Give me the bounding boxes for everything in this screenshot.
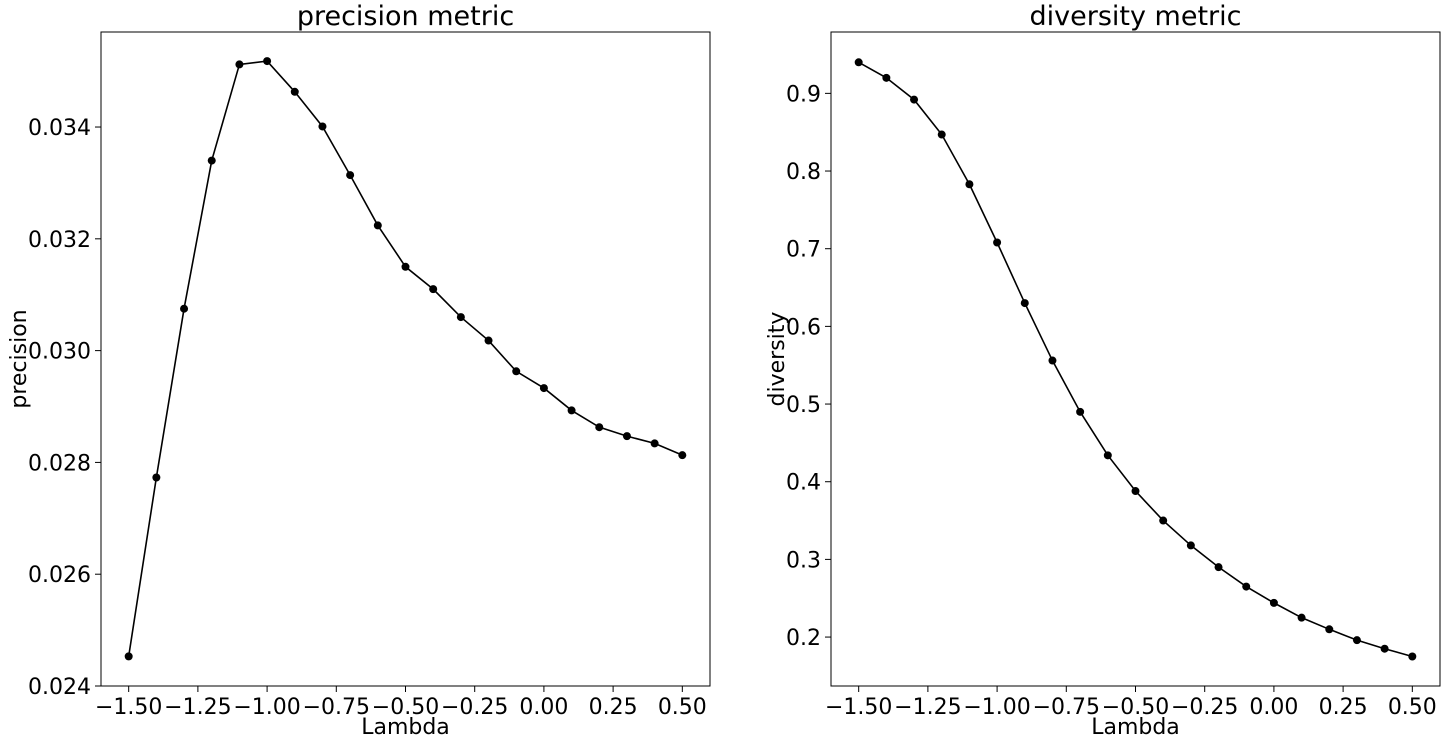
x-tick-label: −0.25 bbox=[441, 695, 508, 720]
y-tick-label: 0.032 bbox=[28, 228, 91, 253]
precision-data-point bbox=[180, 304, 189, 313]
y-axis-label: diversity bbox=[765, 312, 790, 407]
precision-data-point bbox=[290, 87, 299, 96]
diversity-chart: diversity metric −1.50 −1.25 −1.00 −0.75 −0.5… bbox=[765, 1, 1441, 740]
diversity-data-point bbox=[1214, 563, 1223, 572]
diversity-data-point bbox=[1269, 598, 1278, 607]
y-tick-label: 0.034 bbox=[28, 116, 91, 141]
diversity-data-point bbox=[1297, 613, 1306, 622]
y-tick-label: 0.6 bbox=[786, 315, 821, 340]
plot-area-frame bbox=[830, 31, 1441, 687]
x-tick-label: 0.25 bbox=[589, 695, 638, 720]
diversity-data-point bbox=[1159, 516, 1168, 525]
y-tick-label: 0.9 bbox=[786, 82, 821, 107]
diversity-data-point bbox=[993, 238, 1002, 247]
diversity-data-point bbox=[965, 180, 974, 189]
precision-data-point bbox=[512, 367, 521, 376]
y-tick-label: 0.030 bbox=[28, 340, 91, 365]
diversity-data-point bbox=[1076, 407, 1085, 416]
precision-data-point bbox=[124, 652, 133, 661]
precision-data-point bbox=[622, 432, 631, 441]
diversity-data-point bbox=[1380, 644, 1389, 653]
diversity-data-point bbox=[1186, 541, 1195, 550]
precision-data-point bbox=[373, 221, 382, 230]
precision-data-point bbox=[235, 60, 244, 69]
diversity-data-point bbox=[1352, 636, 1361, 645]
x-tick-label: 0.00 bbox=[1249, 695, 1298, 720]
y-tick-label: 0.7 bbox=[786, 238, 821, 263]
x-tick-label: −0.75 bbox=[1033, 695, 1100, 720]
y-tick-label: 0.024 bbox=[28, 675, 91, 700]
y-tick-label: 0.8 bbox=[786, 160, 821, 185]
precision-data-point bbox=[346, 171, 355, 180]
x-axis-label: Lambda bbox=[361, 715, 450, 740]
x-tick-label: −1.25 bbox=[894, 695, 961, 720]
precision-data-point bbox=[207, 156, 216, 165]
x-tick-label: −0.75 bbox=[303, 695, 370, 720]
x-tick-label: −1.25 bbox=[164, 695, 231, 720]
y-axis-label: precision bbox=[7, 309, 32, 408]
plot-area-frame bbox=[100, 31, 711, 687]
diversity-data-point bbox=[937, 130, 946, 139]
precision-data-point bbox=[484, 336, 493, 345]
x-tick-label: −0.50 bbox=[372, 695, 439, 720]
precision-data-point bbox=[539, 384, 548, 393]
diversity-data-point bbox=[882, 73, 891, 82]
y-tick-label: 0.4 bbox=[786, 471, 821, 496]
diversity-data-point bbox=[1048, 356, 1057, 365]
chart-title: diversity metric bbox=[1030, 1, 1242, 32]
x-tick-label: 0.00 bbox=[519, 695, 568, 720]
x-tick-label: −1.00 bbox=[233, 695, 300, 720]
chart-title: precision metric bbox=[297, 1, 514, 32]
precision-data-point bbox=[318, 122, 327, 131]
precision-data-point bbox=[263, 57, 272, 66]
precision-data-point bbox=[650, 439, 659, 448]
y-tick-label: 0.3 bbox=[786, 548, 821, 573]
x-tick-label: −1.50 bbox=[95, 695, 162, 720]
x-axis-label: Lambda bbox=[1091, 715, 1180, 740]
y-tick-label: 0.028 bbox=[28, 451, 91, 476]
y-tick-label: 0.2 bbox=[786, 626, 821, 651]
x-tick-label: −1.00 bbox=[963, 695, 1030, 720]
y-tick-label: 0.5 bbox=[786, 393, 821, 418]
x-tick-label: −0.25 bbox=[1171, 695, 1238, 720]
diversity-data-point bbox=[910, 95, 919, 104]
diversity-data-point bbox=[854, 58, 863, 67]
precision-data-point bbox=[567, 406, 576, 415]
y-tick-label: 0.026 bbox=[28, 563, 91, 588]
diversity-data-point bbox=[1103, 451, 1112, 460]
x-tick-label: 0.25 bbox=[1319, 695, 1368, 720]
precision-data-point bbox=[678, 451, 687, 460]
diversity-data-point bbox=[1242, 582, 1251, 591]
x-tick-label: 0.50 bbox=[658, 695, 707, 720]
diversity-series-line bbox=[858, 61, 1413, 658]
x-tick-label: −0.50 bbox=[1102, 695, 1169, 720]
precision-data-point bbox=[595, 423, 604, 432]
precision-series-line bbox=[127, 60, 683, 657]
diversity-data-point bbox=[1408, 652, 1417, 661]
diversity-data-point bbox=[1020, 299, 1029, 308]
precision-chart: precision metric −1.50 −1.25 −1.00 −0.75 −0.5… bbox=[7, 1, 711, 740]
diversity-data-point bbox=[1131, 487, 1140, 496]
diversity-data-point bbox=[1325, 625, 1334, 634]
precision-data-point bbox=[456, 313, 465, 322]
x-tick-label: 0.50 bbox=[1388, 695, 1437, 720]
precision-data-point bbox=[401, 262, 410, 271]
precision-data-point bbox=[152, 473, 161, 482]
precision-data-point bbox=[429, 285, 438, 294]
x-tick-label: −1.50 bbox=[825, 695, 892, 720]
